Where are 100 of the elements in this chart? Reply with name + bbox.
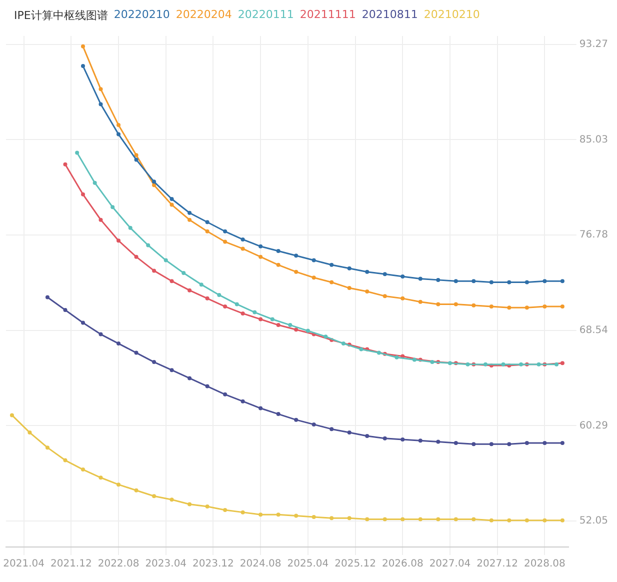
x-tick-label: 2025.04 [287,558,329,570]
point [294,254,298,258]
point [152,180,156,184]
point [400,274,405,278]
text: 20220204 [176,8,232,23]
point [560,440,564,445]
point [330,262,334,267]
point [240,510,245,514]
point [359,347,364,352]
point [205,296,210,300]
x-tick-label: 2021.12 [50,558,92,570]
point [324,334,328,339]
point [560,518,564,522]
point [276,512,280,517]
point [418,276,422,281]
point [472,517,476,522]
point [542,304,547,309]
point [258,317,263,322]
y-tick-label: 93.27 [579,39,608,50]
point [430,360,434,364]
point [330,427,334,432]
point [188,210,192,215]
x-tick-label: 2023.04 [145,558,187,570]
point [205,229,210,234]
point [276,323,280,328]
point [294,328,298,332]
point [472,303,476,308]
point [294,270,298,274]
point [288,323,292,328]
point [270,317,274,322]
point [223,304,228,309]
point [347,286,352,290]
point [394,355,399,360]
point [436,302,440,306]
point [524,280,529,284]
point [312,422,316,426]
point [240,246,245,251]
point [542,279,547,284]
point [98,87,103,92]
point [63,308,68,312]
point [134,153,138,158]
x-tick-label: 2026.08 [382,558,424,570]
y-tick-label: 68.54 [579,324,608,336]
point [80,64,85,68]
point [170,202,174,207]
point [294,514,298,518]
text: 20211111 [300,8,356,23]
point [98,476,103,480]
point [92,180,97,185]
point [223,229,228,234]
point [116,482,121,487]
point [376,350,381,355]
point [400,296,405,300]
point [45,446,50,450]
point [63,162,68,166]
point [542,518,547,522]
point [223,240,228,244]
point [418,517,422,522]
x-tick-label: 2024.08 [240,558,282,570]
point [524,440,529,445]
point [312,514,316,519]
point [489,518,494,522]
point [170,368,174,372]
point [75,150,80,155]
point [10,413,14,418]
point [347,430,352,435]
point [341,342,346,346]
point [507,280,512,284]
point [330,280,334,284]
point [188,218,192,222]
chart-title: IPE计算中枢线图谱 [14,8,108,23]
point [205,220,210,224]
point [489,304,494,309]
point [152,268,156,273]
point [524,306,529,310]
point [98,332,103,336]
point [98,102,103,106]
point [365,290,370,294]
point [98,218,103,222]
point [365,517,370,522]
point [507,306,512,310]
point [466,362,470,366]
text: 20210811 [362,8,418,23]
point [412,358,416,362]
point [205,384,210,388]
point [63,458,68,462]
point [170,197,174,202]
point [382,272,387,276]
point [28,430,32,435]
point [365,434,370,438]
point [276,249,280,254]
point [188,502,192,506]
point [164,258,168,262]
point [217,292,222,297]
point [134,488,138,492]
point [258,244,263,248]
point [436,440,440,444]
y-tick-label: 85.03 [579,134,608,146]
point [80,320,85,325]
point [80,192,85,196]
